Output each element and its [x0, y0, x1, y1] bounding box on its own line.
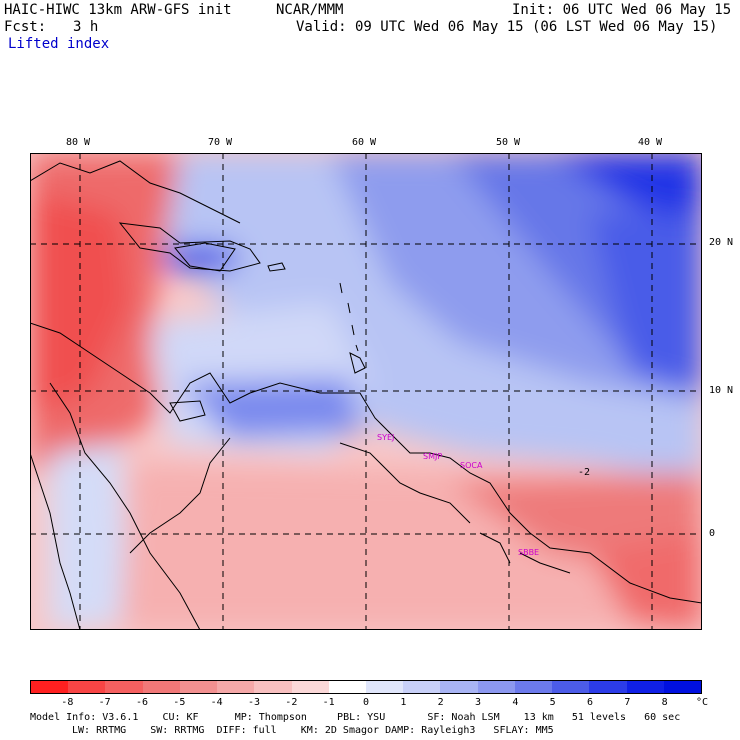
colorbar — [30, 680, 702, 694]
colorbar-swatch — [291, 681, 329, 693]
field-name: Lifted index — [8, 36, 110, 52]
colorbar-tick-label: -4 — [210, 697, 223, 708]
colorbar-swatch — [254, 681, 292, 693]
colorbar-swatch — [440, 681, 478, 693]
colorbar-unit: °C — [695, 697, 709, 708]
colorbar-swatch — [552, 681, 590, 693]
colorbar-tick-label: 2 — [437, 697, 444, 708]
colorbar-tick-label: 4 — [512, 697, 519, 708]
coastlines — [30, 160, 702, 630]
lat-label-20n: 20 N — [709, 237, 734, 248]
colorbar-swatch — [179, 681, 218, 693]
lat-label-0: 0 — [709, 528, 716, 539]
colorbar-swatch — [68, 681, 106, 693]
lon-label-70w: 70 W — [208, 137, 233, 148]
lon-label-80w: 80 W — [66, 137, 91, 148]
colorbar-tick-label: 1 — [400, 697, 407, 708]
lon-label-50w: 50 W — [496, 137, 521, 148]
colorbar-tick-label: -2 — [285, 697, 298, 708]
colorbar-swatch — [663, 681, 701, 693]
lat-label-10n: 10 N — [709, 385, 734, 396]
colorbar-tick-label: -5 — [173, 697, 186, 708]
colorbar-swatch — [105, 681, 143, 693]
colorbar-swatch — [217, 681, 255, 693]
colorbar-tick-label: 3 — [474, 697, 482, 708]
init-time: Init: 06 UTC Wed 06 May 15 — [512, 2, 732, 18]
colorbar-tick-label: -3 — [247, 697, 261, 708]
colorbar-swatch — [142, 681, 180, 693]
colorbar-swatch — [514, 681, 553, 693]
lifted-index-map: SYEJ SMJP SOCA SBBE -2 — [30, 153, 702, 630]
lon-label-40w: 40 W — [638, 137, 663, 148]
colorbar-swatch — [589, 681, 627, 693]
colorbar-tick-label: -8 — [61, 697, 74, 708]
colorbar-tick-label: 5 — [549, 697, 556, 708]
colorbar-swatch — [477, 681, 515, 693]
org-label: NCAR/MMM — [276, 2, 344, 18]
colorbar-tick-label: 0 — [362, 697, 370, 708]
colorbar-swatch — [626, 681, 664, 693]
station-sbbe: SBBE — [518, 548, 539, 557]
model-info-line2: LW: RRTMG SW: RRTMG DIFF: full KM: 2D Sm… — [72, 725, 554, 736]
model-info-line1: Model Info: V3.6.1 CU: KF MP: Thompson P… — [30, 712, 681, 723]
colorbar-swatch — [328, 681, 366, 693]
lon-label-60w: 60 W — [352, 137, 377, 148]
station-syej: SYEJ — [377, 433, 394, 442]
station-soca: SOCA — [460, 461, 483, 470]
station-smjp: SMJP — [423, 452, 442, 461]
colorbar-tick-label: -7 — [98, 697, 111, 708]
colorbar-tick-label: 8 — [661, 697, 668, 708]
colorbar-tick-label: -6 — [135, 697, 149, 708]
forecast-hour: 3 h — [73, 19, 99, 35]
model-title: HAIC-HIWC 13km ARW-GFS init — [4, 2, 232, 18]
colorbar-swatch — [365, 681, 404, 693]
colorbar-tick-label: 6 — [586, 697, 594, 708]
colorbar-tick-label: -1 — [322, 697, 335, 708]
colorbar-swatch — [31, 681, 69, 693]
valid-time: Valid: 09 UTC Wed 06 May 15 (06 LST Wed … — [296, 19, 718, 35]
forecast-label: Fcst: — [4, 19, 47, 35]
contour-label: -2 — [578, 467, 590, 478]
colorbar-tick-label: 7 — [624, 697, 631, 708]
colorbar-swatch — [403, 681, 441, 693]
lat-lon-grid — [30, 153, 702, 630]
